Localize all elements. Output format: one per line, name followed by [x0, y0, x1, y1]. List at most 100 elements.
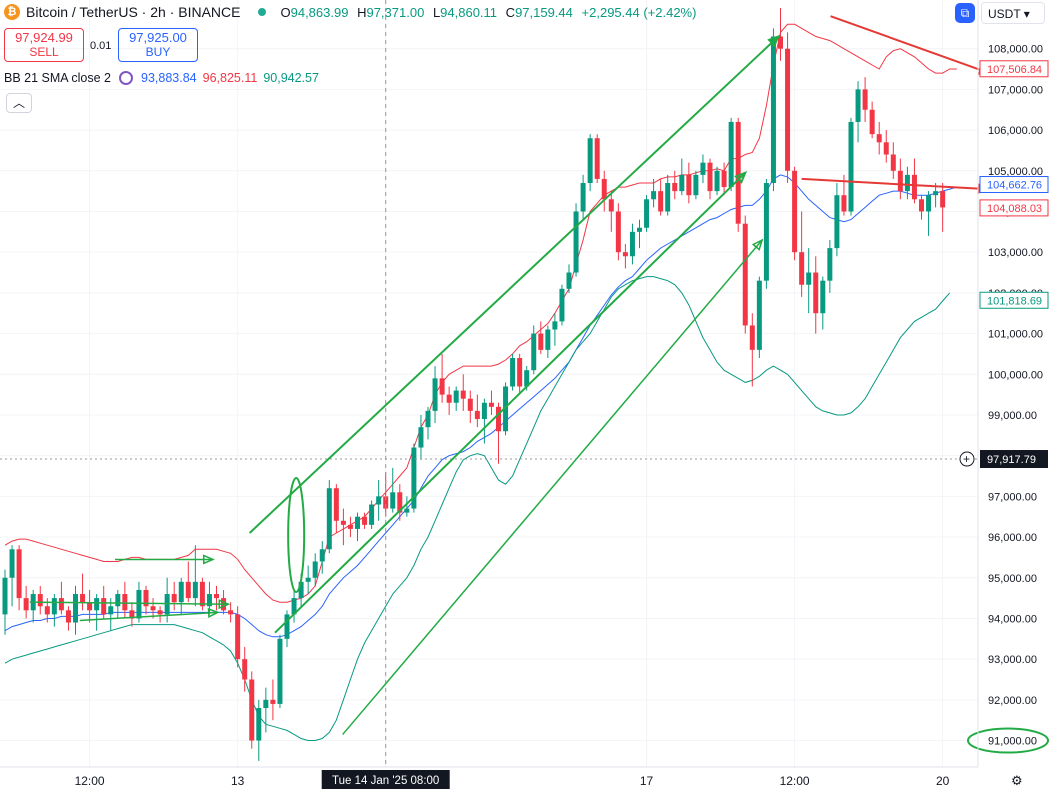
- candle-body: [235, 614, 241, 660]
- candle-body: [538, 333, 544, 350]
- candle-body: [178, 581, 184, 603]
- candle-body: [16, 549, 22, 599]
- collapse-legend-button[interactable]: ︿: [6, 93, 32, 113]
- candle-body: [157, 610, 163, 615]
- candle-body: [855, 89, 861, 122]
- candle-body: [827, 248, 833, 281]
- symbol-header[interactable]: ₿ Bitcoin / TetherUS · 2h · BINANCE O94,…: [4, 4, 701, 20]
- candle-body: [411, 447, 417, 509]
- candle-body: [806, 272, 812, 285]
- candle-body: [608, 199, 614, 212]
- candle-body: [397, 492, 403, 513]
- indicator-legend[interactable]: BB 21 SMA close 2 93,883.84 96,825.11 90…: [4, 71, 319, 85]
- x-tick-label: 13: [231, 774, 245, 788]
- candle-body: [51, 598, 57, 615]
- candle-body: [721, 170, 727, 188]
- trend-arrow-lower: [342, 239, 763, 735]
- candle-body: [672, 182, 678, 192]
- candle-body: [735, 121, 741, 224]
- candle-body: [644, 199, 650, 228]
- buy-button[interactable]: 97,925.00 BUY: [118, 28, 198, 62]
- candle-body: [94, 598, 100, 611]
- candle-body: [108, 606, 114, 615]
- price-label: 107,506.84: [987, 64, 1042, 76]
- candle-body: [115, 594, 121, 607]
- support-arrow: [801, 177, 988, 191]
- candle-body: [883, 142, 889, 155]
- candle-body: [862, 89, 868, 110]
- sell-button[interactable]: 97,924.99 SELL: [4, 28, 84, 62]
- bb-basis-line: [4, 174, 957, 638]
- candle-body: [637, 227, 642, 232]
- candle-body: [80, 594, 86, 603]
- candle-body: [333, 488, 339, 521]
- candle-body: [249, 679, 255, 741]
- price-change: +2,295.44 (+2.42%): [581, 4, 697, 20]
- price-label-box: [979, 60, 1049, 78]
- candle-body: [460, 390, 466, 399]
- y-tick-label: 91,000.00: [988, 736, 1037, 748]
- candle-body: [524, 370, 530, 387]
- candle-body: [256, 707, 262, 741]
- currency-select[interactable]: USDT ▾: [981, 2, 1045, 24]
- candle-body: [277, 638, 283, 704]
- sell-label: SELL: [29, 45, 59, 59]
- candle-body: [319, 549, 325, 562]
- candle-body: [326, 488, 332, 550]
- candle-body: [869, 109, 875, 135]
- buy-label: BUY: [145, 45, 171, 59]
- candle-body: [171, 594, 177, 603]
- crosshair: [0, 0, 978, 767]
- price-ellipse: [967, 727, 1049, 754]
- candle-body: [566, 272, 572, 289]
- candle-body: [559, 288, 565, 322]
- candle-body: [37, 594, 43, 607]
- trend-drawings[interactable]: [29, 15, 1049, 754]
- price-axis[interactable]: 91,000.00 92,000.00 93,000.00 94,000.00 95,0…: [959, 0, 1049, 767]
- flat-arrow-1-head: [203, 554, 215, 565]
- candle-body: [911, 174, 917, 200]
- candle-body: [841, 195, 847, 212]
- candle-body: [658, 191, 664, 212]
- symbol-title[interactable]: Bitcoin / TetherUS · 2h · BINANCE: [26, 4, 241, 20]
- candle-body: [580, 182, 586, 212]
- bb-upper-line: [4, 23, 957, 603]
- crosshair-time-label: Tue 14 Jan '25 08:00: [332, 775, 439, 787]
- trend-arrow-middle-head: [734, 171, 748, 184]
- candle-body: [369, 504, 375, 525]
- candle-body: [2, 577, 8, 615]
- indicator-loading-icon: [119, 71, 134, 85]
- candle-body: [136, 589, 142, 619]
- candle-body: [686, 174, 692, 196]
- trend-arrow-upper-head: [767, 34, 781, 48]
- gear-icon[interactable]: ⚙: [1011, 773, 1023, 788]
- candle-body: [305, 577, 311, 582]
- candle-body: [376, 496, 382, 505]
- flat-arrow-3-head: [207, 607, 220, 618]
- chart-mode-icon[interactable]: ⧉: [955, 3, 975, 23]
- y-tick-label: 100,000.00: [988, 369, 1043, 381]
- candle-body: [87, 602, 93, 611]
- y-tick-label: 96,000.00: [988, 532, 1037, 544]
- resistance-arrow: [830, 15, 990, 75]
- y-tick-label: 103,000.00: [988, 247, 1043, 259]
- candle-body: [418, 427, 424, 448]
- candle-body: [799, 252, 805, 285]
- candle-body: [594, 138, 600, 179]
- y-tick-label: 92,000.00: [988, 695, 1037, 707]
- candle-body: [785, 48, 791, 171]
- candle-body: [206, 594, 212, 607]
- candle-body: [9, 549, 15, 578]
- candle-body: [742, 223, 748, 326]
- candle-body: [940, 191, 946, 208]
- candle-body: [467, 398, 473, 411]
- candle-body: [919, 199, 924, 212]
- candle-body: [679, 174, 685, 192]
- price-label: 104,088.03: [987, 203, 1042, 215]
- candle-body: [876, 134, 882, 143]
- indicator-lower: 90,942.57: [263, 71, 319, 85]
- ohlc-values: O94,863.99 H97,371.00 L94,860.11 C97,159…: [280, 4, 697, 20]
- candle-body: [700, 162, 706, 175]
